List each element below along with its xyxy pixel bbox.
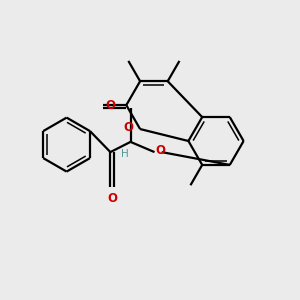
Text: O: O (107, 192, 117, 205)
Text: H: H (121, 149, 129, 159)
Text: O: O (106, 99, 116, 112)
Text: O: O (124, 121, 134, 134)
Text: O: O (155, 144, 165, 158)
